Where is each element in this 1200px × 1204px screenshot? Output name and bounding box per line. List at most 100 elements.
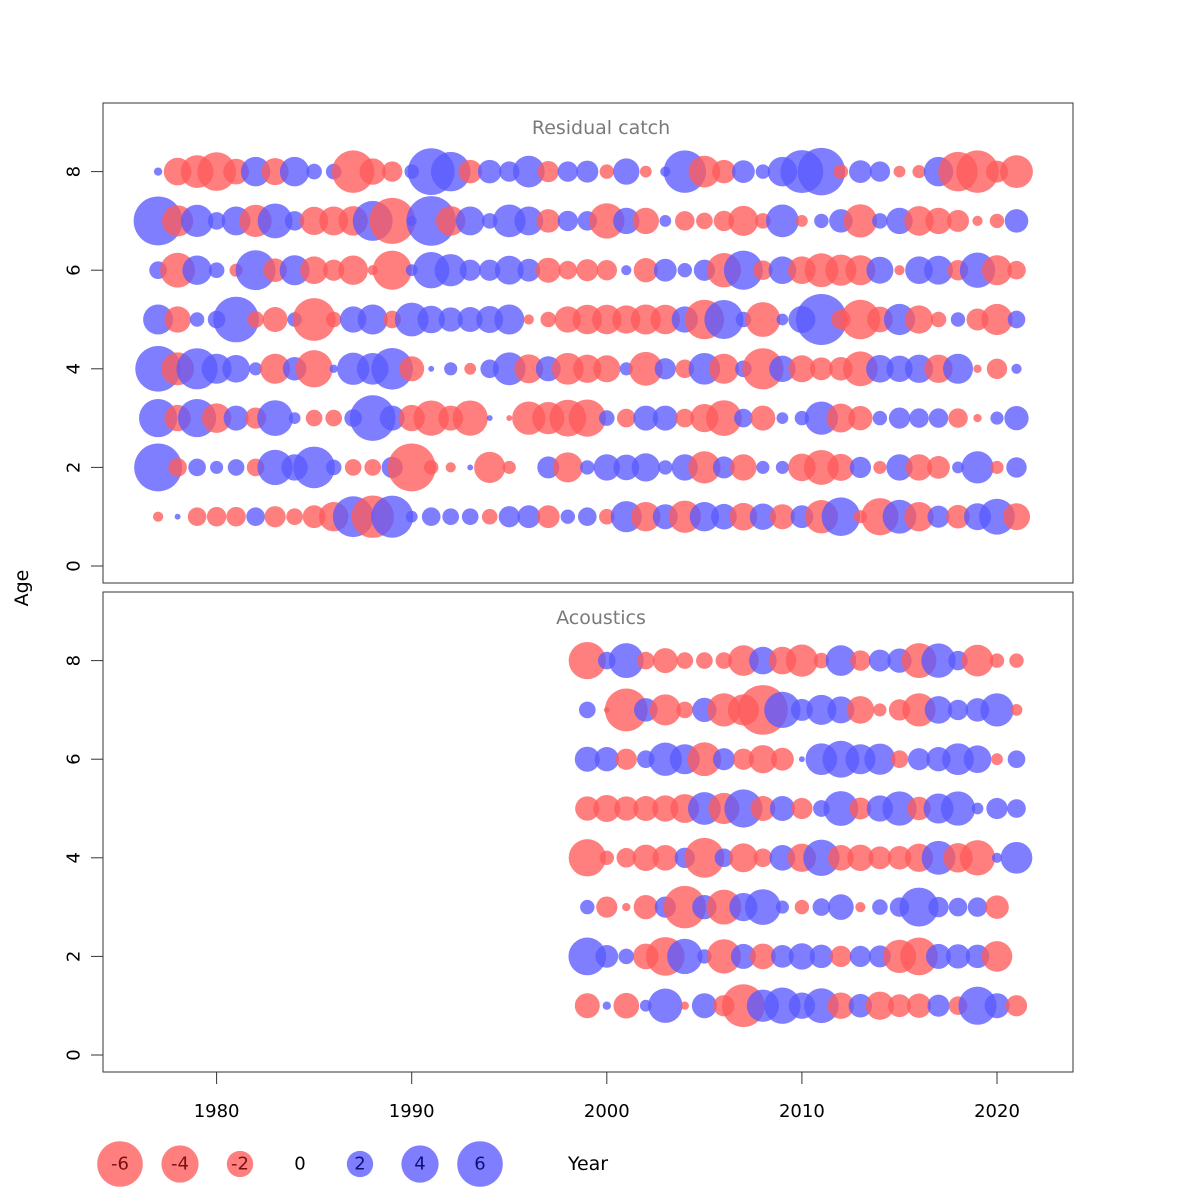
residual-bubble [477,159,502,184]
residual-bubble [900,937,938,976]
residual-bubble [749,503,777,530]
y-tick-label: 0 [64,560,85,571]
residual-bubble [1004,209,1029,233]
residual-bubble [223,405,249,431]
residual-bubble [791,797,813,820]
residual-bubble [1011,363,1022,374]
residual-bubble [728,205,759,236]
residual-bubble [904,501,934,532]
residual-bubble [153,167,163,176]
residual-bubble [595,945,619,968]
residual-bubble [387,443,436,492]
residual-bubble [293,446,335,489]
bubble-size-legend: -6 -4 -2 0 2 4 6 [97,1141,503,1187]
y-tick-label: 0 [64,1049,85,1060]
residual-bubble [134,443,183,492]
residual-bubble [925,207,952,235]
residual-bubble [260,353,291,384]
residual-bubble [749,646,777,675]
residual-bubble [713,210,735,232]
residual-bubble [618,948,635,965]
residual-bubble [596,260,617,281]
residual-bubble [633,258,658,283]
x-tick-label: 2000 [584,1101,630,1122]
residual-bubble [750,796,776,821]
residual-bubble [329,364,338,373]
residual-bubble [502,460,516,474]
y-tick-label: 2 [64,951,85,962]
residual-bubble [208,262,225,278]
residual-bubble [421,507,441,527]
residual-bubble [730,454,757,481]
residual-bubble [795,294,847,345]
residual-bubble [632,207,659,235]
residual-bubble [593,355,621,383]
residual-bubble [827,453,855,481]
residual-bubble [842,351,878,387]
residual-bubble [359,158,386,185]
y-tick-label: 6 [64,753,85,764]
residual-bubble [573,354,602,383]
residual-bubble [750,943,776,970]
residual-bubble [680,1001,689,1010]
residual-bubble [438,307,463,332]
residual-bubble [188,458,206,477]
residual-bubble [576,259,599,282]
residual-bubble [711,503,737,530]
residual-bubble [840,299,881,340]
residual-bubble [866,256,894,284]
residual-bubble [633,405,659,431]
residual-bubble [946,209,970,232]
residual-bubble [249,362,263,376]
residual-bubble [139,399,178,438]
residual-bubble [728,645,759,676]
residual-bubble [806,694,837,725]
residual-bubble [753,260,773,280]
panel-residual-catch: Residual catch 0 2 4 6 8 [64,102,1074,584]
residual-bubble [652,648,678,674]
residual-bubble [659,215,672,227]
residual-bubble [803,839,840,876]
residual-bubble [826,403,856,433]
residual-bubble [825,645,857,676]
residual-bubble [580,460,595,475]
residual-bubble [557,161,578,182]
residual-bubble [928,896,949,918]
residual-bubble [973,364,982,373]
residual-bubble [458,159,482,184]
residual-bubble [599,508,615,525]
residual-bubble [512,155,545,188]
residual-bubble [961,644,994,677]
residual-bubble [364,459,382,476]
residual-bubble [904,206,934,236]
x-tick-label: 2010 [779,1101,825,1122]
x-tick-label: 1990 [389,1101,435,1122]
residual-bubble [803,988,839,1024]
residual-bubble [652,405,678,431]
residual-bubble [750,405,776,431]
y-tick-label: 2 [64,462,85,473]
residual-bubble [691,993,717,1019]
residual-bubble [577,507,597,527]
residual-bubble [927,505,950,528]
residual-bubble [372,250,412,290]
residual-bubble [745,302,781,337]
residual-bubble [971,802,984,815]
residual-bubble [766,204,799,238]
legend-label: 4 [414,1154,425,1175]
residual-bubble [748,745,778,774]
residual-bubble [568,399,606,437]
residual-bubble [689,501,720,532]
residual-bubble [479,259,501,281]
residual-bubble [616,848,637,868]
residual-bubble [712,748,735,771]
residual-bubble [1006,457,1027,478]
residual-bubble [675,211,695,231]
residual-bubble [882,791,917,826]
residual-bubble [950,312,966,327]
residual-bubble [599,850,615,866]
residual-bubble [984,993,1010,1019]
residual-bubble [788,355,816,383]
residual-bubble [622,902,631,912]
residual-bubble [902,693,936,727]
